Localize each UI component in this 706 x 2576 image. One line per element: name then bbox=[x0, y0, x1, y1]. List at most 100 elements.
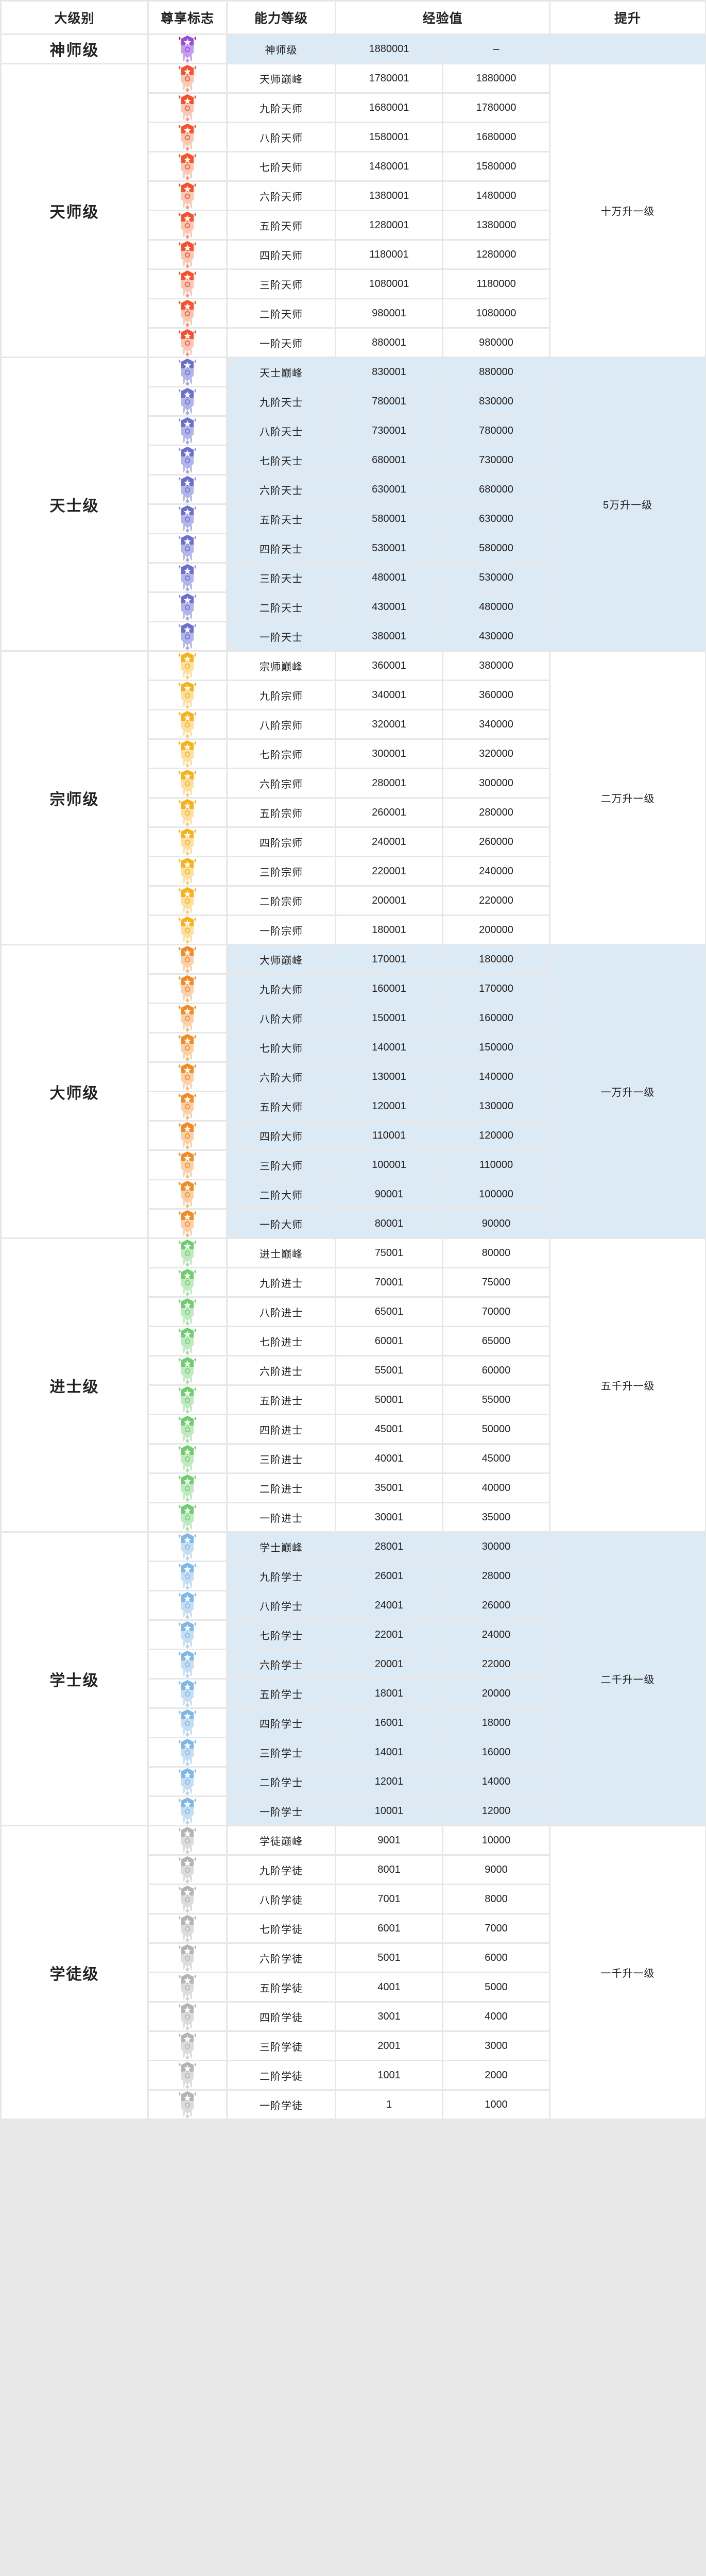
exp-min-cell: 40001 bbox=[336, 1445, 442, 1472]
table-row: 六阶大师 130001 140000 bbox=[2, 1063, 705, 1091]
level-name-cell: 二阶进士 bbox=[228, 1474, 335, 1502]
exp-min-cell: 280001 bbox=[336, 769, 442, 797]
promote-cell: 十万升一级 bbox=[550, 64, 705, 357]
exp-min-cell: 160001 bbox=[336, 975, 442, 1003]
rank-badge-icon bbox=[179, 1592, 196, 1619]
level-name-cell: 六阶学徒 bbox=[228, 1944, 335, 1972]
table-row: 一阶进士 30001 35000 bbox=[2, 1503, 705, 1531]
rank-badge-icon bbox=[179, 770, 196, 797]
table-row: 一阶学徒 1 1000 bbox=[2, 2091, 705, 2119]
level-name-cell: 二阶天师 bbox=[228, 299, 335, 327]
table-row: 五阶天师 1280001 1380000 bbox=[2, 211, 705, 239]
level-name-cell: 神师级 bbox=[228, 35, 335, 63]
badge-cell bbox=[149, 1033, 226, 1061]
exp-min-cell: 880001 bbox=[336, 329, 442, 357]
level-name-cell: 学徒巅峰 bbox=[228, 1826, 335, 1854]
table-row: 七阶天师 1480001 1580000 bbox=[2, 152, 705, 180]
exp-min-cell: 7001 bbox=[336, 1885, 442, 1913]
level-name-cell: 九阶宗师 bbox=[228, 681, 335, 709]
table-row: 一阶大师 80001 90000 bbox=[2, 1210, 705, 1238]
badge-cell bbox=[149, 2091, 226, 2119]
rank-badge-icon bbox=[179, 447, 196, 474]
rank-badge-icon bbox=[179, 1533, 196, 1561]
exp-max-cell: 45000 bbox=[443, 1445, 549, 1472]
exp-min-cell: 22001 bbox=[336, 1621, 442, 1649]
badge-cell bbox=[149, 1151, 226, 1179]
badge-cell bbox=[149, 1004, 226, 1032]
exp-min-cell: 1680001 bbox=[336, 94, 442, 122]
exp-max-cell: 1780000 bbox=[443, 94, 549, 122]
badge-cell bbox=[149, 1092, 226, 1120]
level-name-cell: 二阶天士 bbox=[228, 593, 335, 621]
exp-max-cell: 120000 bbox=[443, 1122, 549, 1149]
rank-badge-icon bbox=[179, 2032, 196, 2060]
rank-badge-icon bbox=[179, 212, 196, 239]
exp-max-cell: 530000 bbox=[443, 564, 549, 591]
rank-table-page: 大级别 尊享标志 能力等级 经验值 提升 神师级 神师级 1880001– 天师级 天师… bbox=[2, 2, 705, 2119]
rank-badge-icon bbox=[179, 1709, 196, 1737]
badge-cell bbox=[149, 2032, 226, 2060]
exp-min-cell: 60001 bbox=[336, 1327, 442, 1355]
exp-max-cell: 16000 bbox=[443, 1738, 549, 1766]
exp-min-cell: 2001 bbox=[336, 2032, 442, 2060]
table-row: 六阶学士 20001 22000 bbox=[2, 1650, 705, 1678]
level-name-cell: 二阶宗师 bbox=[228, 887, 335, 914]
exp-max-cell: 780000 bbox=[443, 417, 549, 445]
rank-badge-icon bbox=[179, 652, 196, 680]
level-name-cell: 天师巅峰 bbox=[228, 64, 335, 92]
badge-cell bbox=[149, 1415, 226, 1443]
table-row: 二阶天师 980001 1080000 bbox=[2, 299, 705, 327]
exp-max-cell: 60000 bbox=[443, 1357, 549, 1384]
level-name-cell: 三阶大师 bbox=[228, 1151, 335, 1179]
table-row: 六阶进士 55001 60000 bbox=[2, 1357, 705, 1384]
rank-badge-icon bbox=[179, 1768, 196, 1795]
exp-min-cell: 530001 bbox=[336, 534, 442, 562]
level-name-cell: 六阶宗师 bbox=[228, 769, 335, 797]
level-name-cell: 六阶天士 bbox=[228, 476, 335, 503]
header-badge: 尊享标志 bbox=[149, 2, 226, 33]
rank-badge-icon bbox=[179, 241, 196, 268]
rank-badge-icon bbox=[179, 1328, 196, 1355]
badge-cell bbox=[149, 94, 226, 122]
exp-max-cell: 40000 bbox=[443, 1474, 549, 1502]
badge-cell bbox=[149, 358, 226, 386]
exp-min-cell: 130001 bbox=[336, 1063, 442, 1091]
exp-min-cell: 12001 bbox=[336, 1768, 442, 1795]
level-name-cell: 九阶天士 bbox=[228, 387, 335, 415]
level-name-cell: 七阶学徒 bbox=[228, 1914, 335, 1942]
rank-badge-icon bbox=[179, 1680, 196, 1707]
exp-max-cell: 5000 bbox=[443, 1973, 549, 2001]
exp-max-cell: 6000 bbox=[443, 1944, 549, 1972]
level-name-cell: 一阶大师 bbox=[228, 1210, 335, 1238]
exp-min-cell: 55001 bbox=[336, 1357, 442, 1384]
badge-cell bbox=[149, 123, 226, 151]
exp-min-cell: 480001 bbox=[336, 564, 442, 591]
rank-badge-icon bbox=[179, 1915, 196, 1942]
table-body: 神师级 神师级 1880001– 天师级 天师巅峰 1780001 1880000 十万升一级… bbox=[2, 35, 705, 2119]
level-name-cell: 六阶进士 bbox=[228, 1357, 335, 1384]
level-name-cell: 一阶学徒 bbox=[228, 2091, 335, 2119]
exp-min-cell: 45001 bbox=[336, 1415, 442, 1443]
table-row: 五阶天士 580001 630000 bbox=[2, 505, 705, 533]
badge-cell bbox=[149, 299, 226, 327]
level-name-cell: 宗师巅峰 bbox=[228, 652, 335, 680]
rank-badge-icon bbox=[179, 2062, 196, 2089]
table-row: 九阶进士 70001 75000 bbox=[2, 1268, 705, 1296]
level-name-cell: 九阶天师 bbox=[228, 94, 335, 122]
exp-min-cell: 1180001 bbox=[336, 241, 442, 268]
rank-badge-icon bbox=[179, 535, 196, 562]
exp-min-cell: 28001 bbox=[336, 1533, 442, 1561]
rank-badge-icon bbox=[179, 975, 196, 1003]
badge-cell bbox=[149, 710, 226, 738]
level-name-cell: 七阶大师 bbox=[228, 1033, 335, 1061]
rank-badge-icon bbox=[179, 65, 196, 92]
rank-badge-icon bbox=[179, 1856, 196, 1884]
level-name-cell: 四阶学士 bbox=[228, 1709, 335, 1737]
badge-cell bbox=[149, 64, 226, 92]
badge-cell bbox=[149, 593, 226, 621]
badge-cell bbox=[149, 152, 226, 180]
exp-min-cell: 35001 bbox=[336, 1474, 442, 1502]
badge-cell bbox=[149, 2061, 226, 2089]
exp-max-cell: 240000 bbox=[443, 857, 549, 885]
rank-badge-icon bbox=[179, 2003, 196, 2030]
